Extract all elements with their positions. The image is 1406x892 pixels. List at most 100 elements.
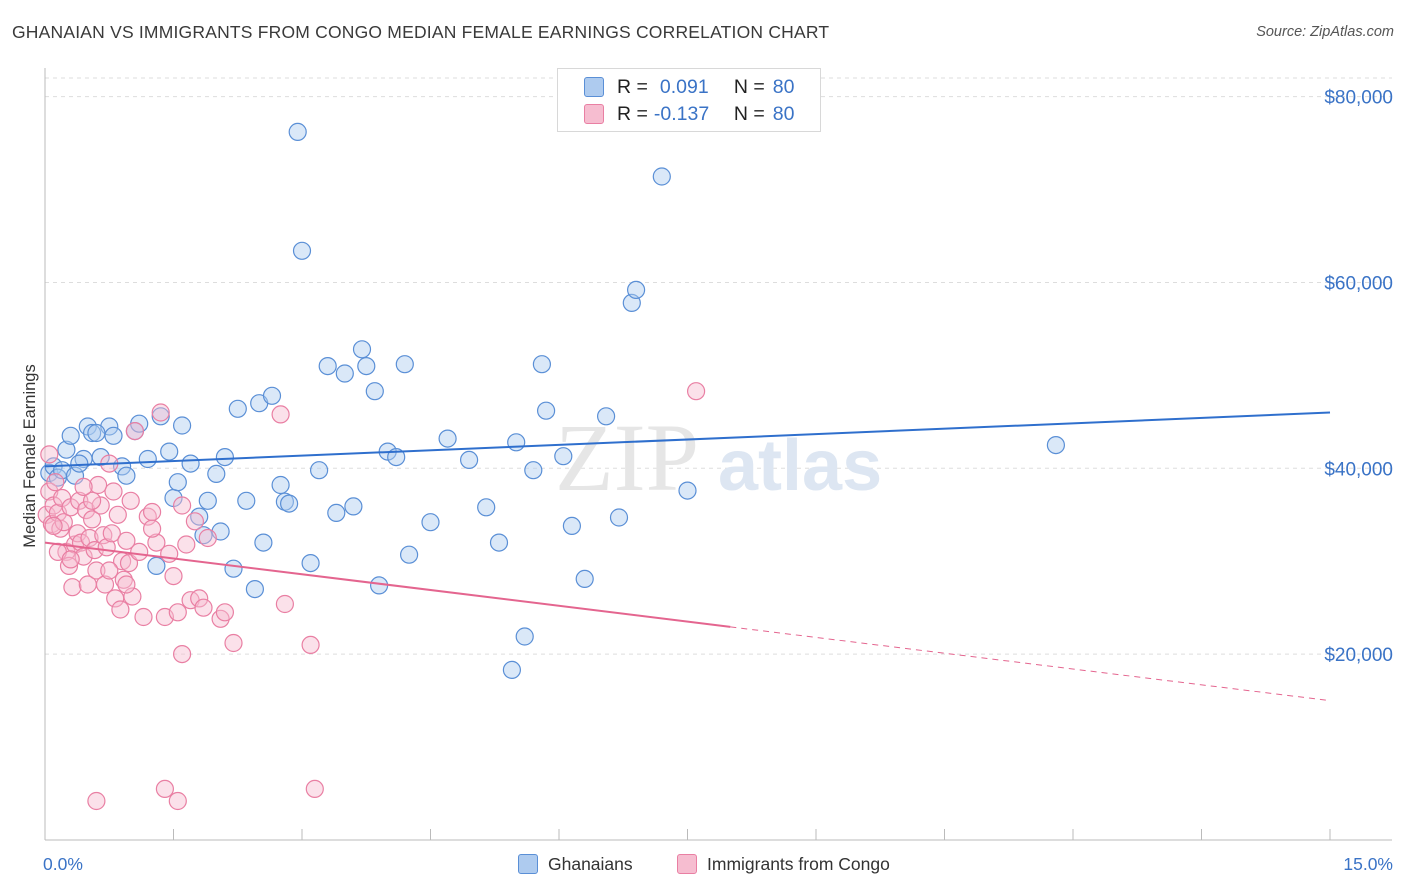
congo-point-46 [147,533,166,552]
bottom-legend-label: Ghanaians [548,853,633,874]
ghanaians-point-37 [262,386,282,405]
congo-point-51 [168,603,187,622]
ghanaians-point-14 [117,466,136,485]
congo-point-14 [68,524,87,543]
y-tick-label-3: $80,000 [1324,88,1393,109]
congo-point-55 [185,512,204,531]
bottom-legend-congo: Immigrants from Congo [677,852,890,876]
congo-point-4 [46,473,65,492]
congo-point-36 [114,570,133,589]
ghanaians-point-76 [678,481,697,500]
ghanaians-point-18 [147,556,166,576]
bottom-legend-swatch-blue [518,854,538,874]
ghanaians-point-9 [82,423,102,443]
congo-point-79 [74,477,93,496]
axes [44,68,1392,841]
ghanaians-point-77 [1046,436,1066,455]
congo-point-27 [95,575,115,594]
ghanaians-point-12 [104,426,123,445]
congo-point-64 [301,635,320,655]
ghanaians-point-20 [160,442,179,461]
congo-point-10 [59,556,79,576]
trendline-ghanaians [44,411,1331,468]
ghanaians-point-66 [532,355,552,374]
ghanaians-point-78 [87,423,106,443]
trendline-congo [44,541,731,628]
congo-point-18 [76,501,96,520]
congo-point-50 [164,566,183,586]
bottom-legend-ghanaians: Ghanaians [518,852,633,876]
ghanaians-point-45 [318,357,337,376]
ghanaians-point-17 [138,449,157,469]
trendline-congo-extrapolated [730,626,1331,702]
ghanaians-point-49 [352,340,372,359]
legend-r-label: R = [617,75,648,98]
congo-point-23 [87,561,106,580]
ghanaians-point-63 [507,433,526,452]
ghanaians-point-59 [460,450,479,469]
ghanaians-point-46 [327,503,346,523]
ghanaians-point-75 [652,167,671,186]
congo-point-8 [54,513,73,532]
congo-point-41 [125,422,144,441]
tick-labels: $20,000 $40,000 $60,000 $80,000 0.0% 15.0% [43,88,1393,874]
ghanaians-point-72 [609,508,629,527]
ghanaians-point-47 [335,364,354,383]
ghanaians-point-30 [215,448,234,467]
congo-point-24 [88,475,108,495]
legend-row-ghanaians: R = 0.091 N = 80 [584,74,794,100]
chart-title: GHANAIAN VS IMMIGRANTS FROM CONGO MEDIAN… [12,22,830,42]
congo-point-60 [215,603,234,622]
legend-n-value: 80 [772,75,795,98]
x-tick-label-min: 0.0% [43,854,83,874]
congo-point-71 [44,516,63,536]
congo-point-63 [275,594,294,614]
congo-point-56 [190,589,209,608]
congo-point-78 [173,496,192,515]
ghanaians-point-5 [61,426,80,445]
legend-r-value: 0.091 [659,75,709,98]
watermark: ZIP atlas [555,404,882,511]
congo-point-42 [130,542,149,562]
ghanaians-point-34 [245,579,264,599]
legend-row-congo: R = -0.137 N = 80 [584,101,794,127]
chart-source: Source: ZipAtlas.com [1256,24,1394,40]
series-congo [37,382,706,811]
congo-point-49 [160,544,179,563]
watermark-atlas: atlas [718,426,882,506]
legend: R = 0.091 N = 80 R = -0.137 N = 80 [557,68,821,132]
congo-point-37 [117,531,136,550]
legend-r-label: R = [617,102,648,125]
bottom-legend-label: Immigrants from Congo [707,853,890,874]
legend-n-value: 80 [772,102,795,125]
ghanaians-point-70 [575,569,594,589]
congo-point-15 [70,491,89,510]
ghanaians-point-23 [173,416,192,435]
ghanaians-point-60 [477,498,496,517]
congo-point-39 [121,491,140,510]
congo-point-62 [271,405,290,424]
ghanaians-point-32 [228,399,247,418]
congo-point-57 [194,598,213,617]
congo-point-45 [143,502,162,522]
ghanaians-point-28 [207,464,226,483]
ghanaians-point-40 [280,494,299,513]
congo-point-67 [168,791,187,811]
congo-point-58 [198,528,217,548]
congo-point-75 [100,561,119,580]
congo-point-0 [37,505,56,524]
congo-point-74 [82,491,102,510]
congo-point-52 [173,644,192,664]
ghanaians-point-36 [254,533,273,552]
ghanaians-point-19 [151,407,170,426]
congo-point-73 [61,550,80,569]
legend-n-label: N = [733,75,765,98]
y-tick-label-1: $40,000 [1324,459,1393,480]
ghanaians-point-61 [489,533,509,552]
congo-point-38 [119,553,139,573]
legend-swatch-blue [584,77,604,97]
congo-point-65 [305,779,324,799]
ghanaians-point-55 [395,355,414,374]
ghanaians-point-79 [70,454,89,473]
